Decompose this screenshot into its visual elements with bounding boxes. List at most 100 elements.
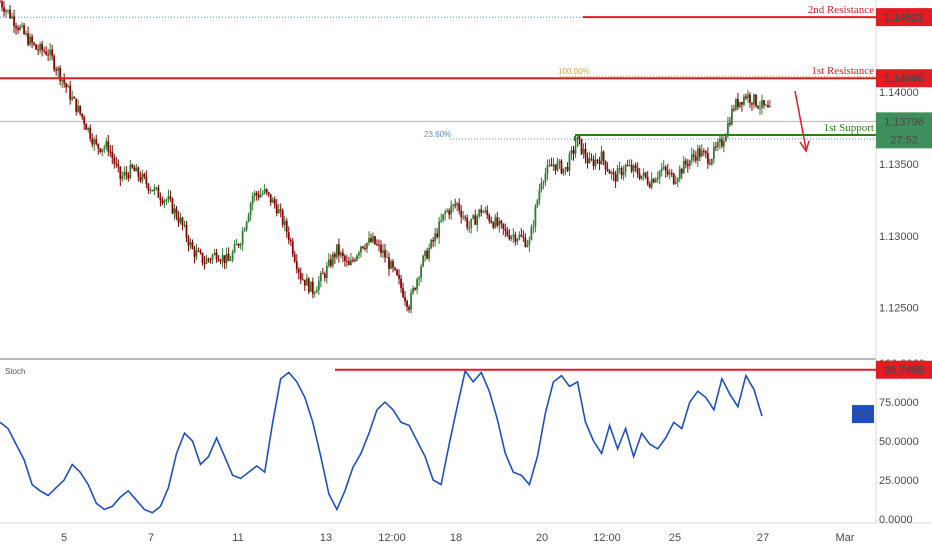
candle-body xyxy=(362,246,364,249)
price-tick-label: 1.14000 xyxy=(879,87,919,99)
candle-body xyxy=(644,172,647,178)
candle-body xyxy=(694,156,697,161)
candle-body xyxy=(556,162,559,171)
candle-body xyxy=(263,189,266,194)
candle-body xyxy=(608,170,611,174)
candle-body xyxy=(227,253,230,261)
candle-body xyxy=(564,167,567,169)
candle-body xyxy=(620,167,623,176)
candle-body xyxy=(380,244,382,254)
candle-body xyxy=(101,149,104,153)
candle-body xyxy=(444,211,447,215)
candle-body xyxy=(113,157,116,164)
time-tick-label: 11 xyxy=(232,532,243,544)
candle-body xyxy=(743,96,745,105)
candle-body xyxy=(716,142,719,148)
candle-body xyxy=(406,300,408,307)
candle-body xyxy=(177,217,180,223)
candle-body xyxy=(492,222,495,228)
candle-body xyxy=(769,106,771,108)
candle-body xyxy=(145,176,148,185)
candle-body xyxy=(153,187,156,192)
candle-body xyxy=(660,168,663,172)
candle-body xyxy=(722,141,725,147)
candle-body xyxy=(550,164,553,167)
candle-body xyxy=(548,164,551,166)
candle-body xyxy=(688,160,691,166)
candle-body xyxy=(360,246,362,253)
candle-body xyxy=(604,160,607,170)
candle-body xyxy=(388,257,390,269)
candle-body xyxy=(53,56,56,70)
candle-body xyxy=(664,166,667,171)
candle-body xyxy=(257,195,260,198)
candle-body xyxy=(580,139,583,154)
candle-body xyxy=(301,279,304,281)
candle-body xyxy=(223,255,226,264)
candle-body xyxy=(648,183,651,188)
candle-body xyxy=(341,252,344,257)
candle-body xyxy=(442,214,445,221)
candle-body xyxy=(574,146,577,154)
candle-body xyxy=(67,85,70,88)
candle-body xyxy=(747,94,749,99)
candle-body xyxy=(598,160,601,165)
candle-body xyxy=(504,228,507,231)
candle-body xyxy=(37,49,39,51)
candle-body xyxy=(169,196,172,199)
candle-body xyxy=(434,233,437,242)
candle-body xyxy=(692,154,695,157)
candle-body xyxy=(7,9,9,11)
fib-label: 100.00% xyxy=(558,67,590,76)
stoch-series: 95.7485 %D xyxy=(0,360,932,514)
candle-body xyxy=(456,203,459,206)
candle-body xyxy=(618,167,621,169)
candle-body xyxy=(11,16,13,19)
candle-body xyxy=(741,102,743,105)
candle-body xyxy=(506,230,509,236)
candle-body xyxy=(305,278,308,286)
candle-body xyxy=(490,221,493,223)
candle-body xyxy=(656,177,659,180)
candle-body xyxy=(179,217,182,223)
candle-body xyxy=(726,122,729,136)
candle-body xyxy=(630,165,633,172)
candle-body xyxy=(211,255,214,260)
candle-body xyxy=(333,253,336,258)
candle-body xyxy=(731,108,733,125)
candle-body xyxy=(329,259,332,266)
candle-body xyxy=(761,100,763,108)
candle-body xyxy=(241,231,244,245)
candle-body xyxy=(189,242,192,246)
candle-body xyxy=(638,174,641,179)
candle-body xyxy=(735,99,737,110)
candle-body xyxy=(542,182,545,184)
candle-body xyxy=(19,26,21,30)
candle-body xyxy=(0,1,1,3)
candle-body xyxy=(121,176,124,180)
candle-body xyxy=(205,258,208,264)
candle-body xyxy=(588,158,591,164)
candle-body xyxy=(141,173,144,181)
candle-body xyxy=(31,36,33,43)
candle-body xyxy=(259,194,262,198)
candle-body xyxy=(678,168,681,179)
candle-body xyxy=(572,149,575,154)
candle-body xyxy=(460,210,463,218)
candle-body xyxy=(285,220,288,233)
candle-body xyxy=(488,215,491,222)
candle-body xyxy=(13,16,15,26)
candle-body xyxy=(472,215,475,219)
candle-body xyxy=(749,94,751,103)
candle-body xyxy=(337,244,340,256)
candle-body xyxy=(125,172,128,175)
candle-body xyxy=(5,10,7,13)
candle-body xyxy=(71,97,74,100)
candle-body xyxy=(273,199,276,205)
candle-body xyxy=(57,67,60,71)
candle-body xyxy=(117,164,120,167)
candle-body xyxy=(396,269,398,276)
candle-body xyxy=(309,281,312,292)
candle-body xyxy=(251,196,254,204)
